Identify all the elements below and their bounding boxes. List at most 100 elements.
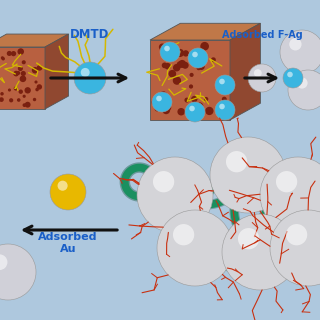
Circle shape bbox=[37, 65, 42, 71]
Circle shape bbox=[9, 98, 13, 102]
Circle shape bbox=[167, 187, 183, 204]
Circle shape bbox=[191, 96, 197, 102]
Circle shape bbox=[2, 57, 5, 60]
Circle shape bbox=[255, 247, 265, 257]
Circle shape bbox=[210, 137, 286, 213]
Circle shape bbox=[172, 48, 180, 55]
Circle shape bbox=[195, 53, 199, 58]
Circle shape bbox=[280, 30, 320, 74]
Circle shape bbox=[11, 51, 16, 56]
Circle shape bbox=[255, 247, 265, 257]
Text: DMTD: DMTD bbox=[70, 28, 110, 41]
Circle shape bbox=[173, 224, 194, 245]
Circle shape bbox=[238, 228, 259, 249]
Circle shape bbox=[187, 240, 204, 256]
Circle shape bbox=[13, 71, 19, 76]
Circle shape bbox=[0, 92, 4, 96]
Circle shape bbox=[23, 95, 26, 98]
Circle shape bbox=[255, 247, 265, 257]
Circle shape bbox=[196, 66, 201, 70]
Circle shape bbox=[248, 64, 276, 92]
Circle shape bbox=[177, 108, 185, 116]
Circle shape bbox=[25, 87, 31, 93]
Circle shape bbox=[215, 100, 235, 120]
Circle shape bbox=[32, 67, 38, 74]
Circle shape bbox=[286, 224, 307, 245]
Circle shape bbox=[252, 244, 268, 260]
Circle shape bbox=[243, 170, 253, 180]
Circle shape bbox=[22, 60, 26, 64]
Circle shape bbox=[185, 102, 205, 122]
Text: Adsorbed F-Ag: Adsorbed F-Ag bbox=[222, 30, 302, 40]
Circle shape bbox=[255, 247, 265, 257]
Circle shape bbox=[170, 190, 180, 200]
Polygon shape bbox=[150, 40, 230, 120]
Polygon shape bbox=[0, 34, 68, 47]
Circle shape bbox=[189, 73, 194, 77]
Circle shape bbox=[8, 88, 11, 92]
Circle shape bbox=[290, 187, 306, 204]
Circle shape bbox=[178, 60, 186, 68]
Circle shape bbox=[163, 99, 167, 103]
Circle shape bbox=[189, 84, 193, 89]
Circle shape bbox=[33, 98, 36, 101]
Circle shape bbox=[166, 45, 172, 51]
Circle shape bbox=[19, 90, 23, 94]
Circle shape bbox=[137, 157, 213, 233]
Circle shape bbox=[254, 69, 262, 77]
Circle shape bbox=[211, 57, 216, 62]
Text: Adsorbed
Au: Adsorbed Au bbox=[38, 232, 98, 254]
Circle shape bbox=[270, 210, 320, 286]
Circle shape bbox=[159, 44, 166, 51]
Circle shape bbox=[218, 109, 226, 117]
Circle shape bbox=[81, 68, 90, 77]
Circle shape bbox=[176, 49, 184, 57]
Circle shape bbox=[156, 96, 162, 101]
Circle shape bbox=[243, 170, 253, 180]
Circle shape bbox=[190, 243, 200, 253]
Circle shape bbox=[198, 63, 205, 70]
Circle shape bbox=[182, 62, 189, 69]
Circle shape bbox=[169, 70, 176, 77]
Polygon shape bbox=[230, 23, 260, 120]
Circle shape bbox=[164, 46, 170, 51]
Circle shape bbox=[240, 167, 256, 183]
Circle shape bbox=[159, 91, 167, 99]
Circle shape bbox=[22, 103, 26, 107]
Circle shape bbox=[35, 88, 39, 91]
Circle shape bbox=[21, 71, 26, 76]
Circle shape bbox=[283, 68, 303, 88]
Circle shape bbox=[14, 86, 18, 91]
Circle shape bbox=[155, 106, 160, 111]
Circle shape bbox=[240, 167, 256, 183]
Circle shape bbox=[162, 62, 167, 68]
Circle shape bbox=[243, 170, 253, 180]
Circle shape bbox=[162, 106, 170, 114]
Circle shape bbox=[177, 61, 183, 68]
Circle shape bbox=[37, 84, 42, 90]
Circle shape bbox=[188, 48, 208, 68]
Circle shape bbox=[16, 71, 20, 75]
Circle shape bbox=[289, 38, 301, 51]
Circle shape bbox=[293, 190, 303, 200]
Circle shape bbox=[303, 243, 313, 253]
Circle shape bbox=[196, 55, 200, 59]
Circle shape bbox=[168, 48, 174, 53]
Circle shape bbox=[219, 104, 225, 109]
Circle shape bbox=[18, 66, 23, 71]
Circle shape bbox=[167, 187, 183, 204]
Circle shape bbox=[143, 179, 157, 193]
Circle shape bbox=[189, 53, 198, 62]
Circle shape bbox=[252, 244, 268, 260]
Circle shape bbox=[287, 72, 293, 77]
Circle shape bbox=[164, 63, 171, 69]
Circle shape bbox=[252, 244, 268, 260]
Circle shape bbox=[50, 174, 86, 210]
Circle shape bbox=[0, 244, 36, 300]
Polygon shape bbox=[150, 23, 260, 40]
Circle shape bbox=[151, 99, 159, 106]
Circle shape bbox=[293, 190, 303, 200]
Circle shape bbox=[156, 102, 162, 109]
Circle shape bbox=[35, 80, 37, 84]
Circle shape bbox=[184, 98, 189, 102]
